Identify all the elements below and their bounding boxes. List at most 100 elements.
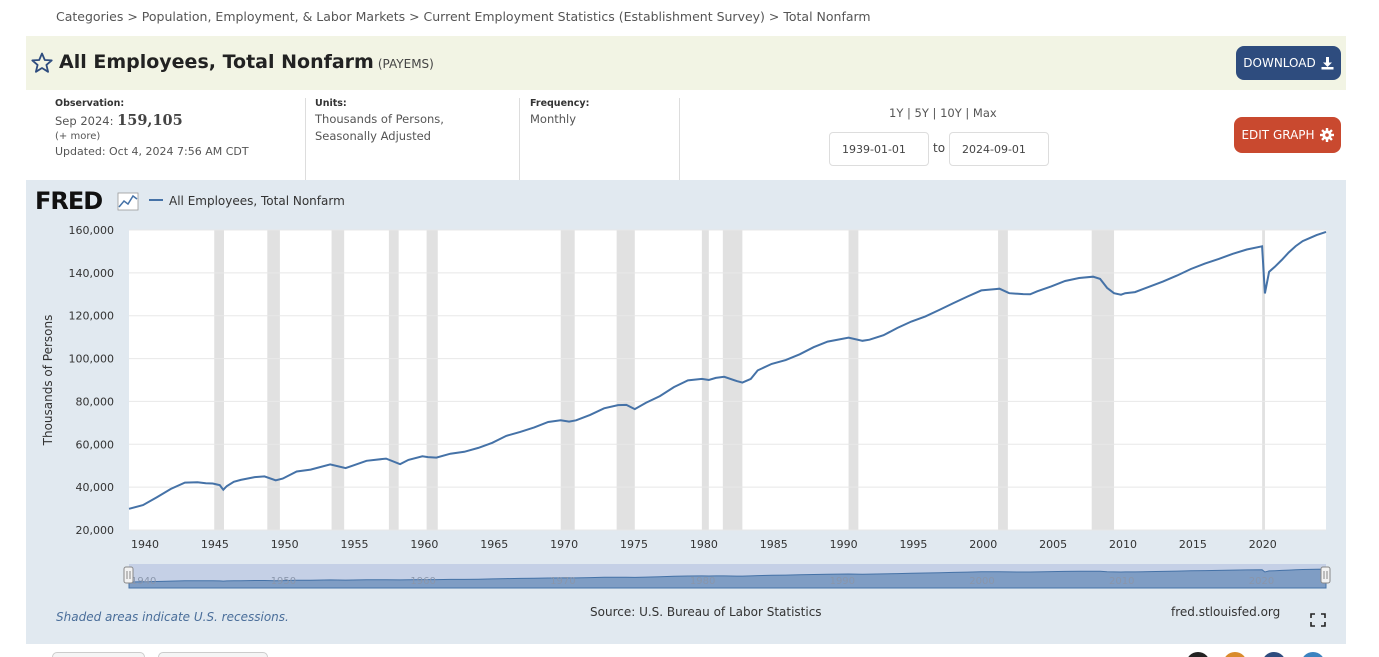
x-tick-label: 1985 xyxy=(760,538,788,551)
edit-graph-label: EDIT GRAPH xyxy=(1241,128,1315,142)
download-icon xyxy=(1321,56,1334,69)
x-tick-label: 2005 xyxy=(1039,538,1067,551)
y-tick-label: 140,000 xyxy=(69,267,115,280)
x-tick-label: 2020 xyxy=(1249,538,1277,551)
y-axis-label: Thousands of Persons xyxy=(41,315,55,447)
legend-label: All Employees, Total Nonfarm xyxy=(169,194,345,208)
recession-band xyxy=(998,230,1008,530)
recession-band xyxy=(616,230,635,530)
units-block: Units: Thousands of Persons, Seasonally … xyxy=(315,98,444,180)
x-tick-label: 1970 xyxy=(550,538,578,551)
divider xyxy=(679,98,680,180)
recession-band xyxy=(1262,230,1265,530)
x-tick-label: 1980 xyxy=(690,538,718,551)
recession-band xyxy=(560,230,575,530)
graph-panel: FRED All Employees, Total Nonfarm 20,000… xyxy=(26,180,1346,644)
fred-chart[interactable]: FRED All Employees, Total Nonfarm 20,000… xyxy=(26,180,1346,644)
star-icon[interactable] xyxy=(30,51,54,75)
navigator-label: 1980 xyxy=(690,576,715,587)
share-icon[interactable] xyxy=(1262,652,1286,657)
more-link[interactable]: (+ more) xyxy=(55,131,101,142)
recession-band xyxy=(331,230,345,530)
x-tick-label: 1965 xyxy=(480,538,508,551)
navigator-label: 1950 xyxy=(271,576,296,587)
gridlines xyxy=(129,229,1326,531)
navigator-label: 1990 xyxy=(830,576,855,587)
y-tick-label: 160,000 xyxy=(69,224,115,237)
divider xyxy=(305,98,306,180)
range-5y-link[interactable]: 5Y xyxy=(914,106,929,120)
download-button[interactable]: DOWNLOAD xyxy=(1236,46,1341,80)
download-label: DOWNLOAD xyxy=(1243,56,1316,70)
navigator-label: 1940 xyxy=(131,576,156,587)
units-label: Units: xyxy=(315,98,347,109)
navigator[interactable]: 1940 1950 1960 1970 1980 1990 2000 2010 2020 xyxy=(123,564,1331,589)
title-bar: All Employees, Total Nonfarm (PAYEMS) DOW… xyxy=(26,36,1346,90)
fred-logo-icon xyxy=(117,192,139,211)
start-date-input[interactable]: 1939-01-01 xyxy=(829,132,929,166)
frequency-value: Monthly xyxy=(530,112,577,126)
share-icon[interactable] xyxy=(1186,652,1210,657)
y-tick-label: 100,000 xyxy=(69,353,115,366)
x-tick-label: 1975 xyxy=(620,538,648,551)
observation-date: Sep 2024: xyxy=(55,114,114,128)
x-tick-labels: 1940 1945 1950 1955 1960 1965 1970 1975 1980 1985… xyxy=(131,538,1277,551)
units-line2: Seasonally Adjusted xyxy=(315,129,431,143)
navigator-labels: 1940 1950 1960 1970 1980 1990 2000 2010 2020 xyxy=(131,576,1274,587)
navigator-label: 2000 xyxy=(969,576,994,587)
page-title: All Employees, Total Nonfarm (PAYEMS) xyxy=(59,51,434,73)
range-links: 1Y | 5Y | 10Y | Max xyxy=(889,106,997,120)
frequency-label: Frequency: xyxy=(530,98,590,109)
recession-band xyxy=(214,230,225,530)
recession-band xyxy=(848,230,859,530)
recession-note: Shaded areas indicate U.S. recessions. xyxy=(56,610,289,624)
y-tick-label: 80,000 xyxy=(76,395,115,408)
units-line1: Thousands of Persons, xyxy=(315,112,444,126)
observation-value: 159,105 xyxy=(117,112,183,129)
end-date-input[interactable]: 2024-09-01 xyxy=(949,132,1049,166)
fullscreen-icon[interactable] xyxy=(1310,613,1326,627)
recession-band xyxy=(267,230,280,530)
y-tick-label: 120,000 xyxy=(69,310,115,323)
to-label: to xyxy=(933,141,946,155)
edit-graph-button[interactable]: EDIT GRAPH xyxy=(1234,117,1341,153)
recession-band xyxy=(1091,230,1115,530)
range-1y-link[interactable]: 1Y xyxy=(889,106,904,120)
observation-label: Observation: xyxy=(55,98,125,109)
range-max-link[interactable]: Max xyxy=(972,106,997,120)
series-id: (PAYEMS) xyxy=(377,57,434,71)
x-tick-label: 1990 xyxy=(830,538,858,551)
series-title: All Employees, Total Nonfarm xyxy=(59,51,374,73)
bottom-tab[interactable] xyxy=(52,652,145,657)
navigator-right-handle[interactable] xyxy=(1320,566,1331,584)
y-tick-label: 60,000 xyxy=(76,438,115,451)
x-tick-label: 1950 xyxy=(271,538,299,551)
observation-block: Observation: Sep 2024: 159,105 (+ more) … xyxy=(55,98,249,180)
fred-logo-text: FRED xyxy=(35,187,102,215)
x-tick-label: 1940 xyxy=(131,538,159,551)
navigator-label: 2020 xyxy=(1249,576,1274,587)
updated-text: Updated: Oct 4, 2024 7:56 AM CDT xyxy=(55,145,249,158)
recession-band xyxy=(388,230,399,530)
x-tick-label: 2010 xyxy=(1109,538,1137,551)
navigator-label: 1970 xyxy=(550,576,575,587)
navigator-left-handle[interactable] xyxy=(123,566,134,584)
recession-band xyxy=(426,230,438,530)
x-tick-label: 1945 xyxy=(201,538,229,551)
breadcrumb[interactable]: Categories > Population, Employment, & L… xyxy=(56,9,871,24)
divider xyxy=(519,98,520,180)
y-tick-label: 40,000 xyxy=(76,481,115,494)
site-link[interactable]: fred.stlouisfed.org xyxy=(1171,605,1280,619)
x-tick-label: 1960 xyxy=(410,538,438,551)
navigator-label: 2010 xyxy=(1109,576,1134,587)
frequency-block: Frequency: Monthly xyxy=(530,98,589,180)
series-line xyxy=(128,230,1327,510)
navigator-series xyxy=(128,568,1327,589)
x-tick-label: 2000 xyxy=(969,538,997,551)
share-icon[interactable] xyxy=(1301,652,1325,657)
share-icon[interactable] xyxy=(1223,652,1247,657)
range-10y-link[interactable]: 10Y xyxy=(940,106,962,120)
y-tick-labels: 20,000 40,000 60,000 80,000 100,000 120,000 14… xyxy=(69,224,115,537)
x-tick-label: 1955 xyxy=(341,538,369,551)
bottom-tab[interactable] xyxy=(158,652,268,657)
